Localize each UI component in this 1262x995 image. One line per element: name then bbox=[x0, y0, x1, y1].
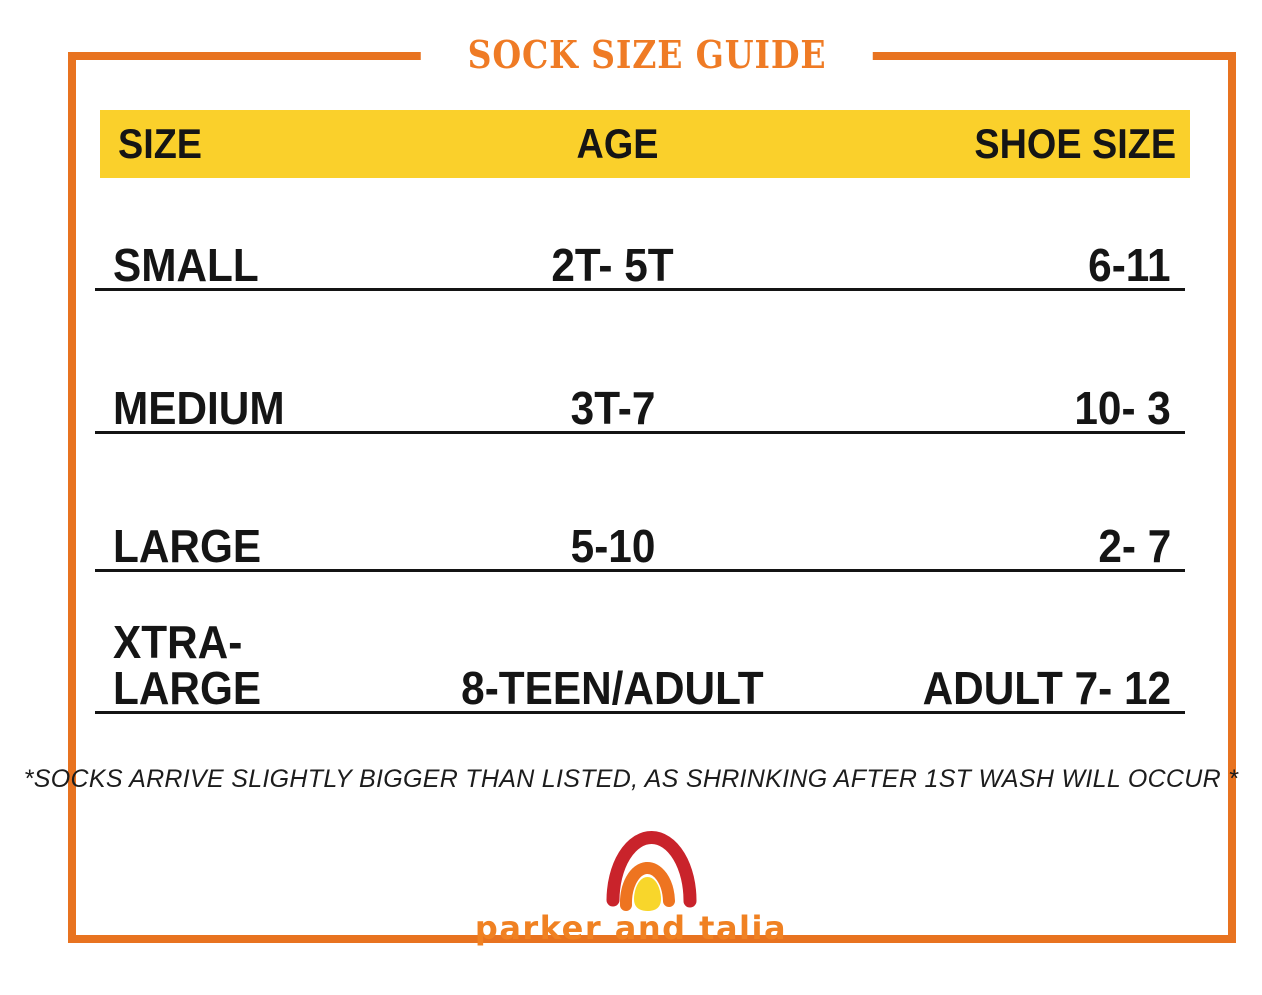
table-header-row: SIZE AGE SHOE SIZE bbox=[100, 110, 1190, 178]
header-cell-age: AGE bbox=[576, 120, 659, 167]
page-title: SOCK SIZE GUIDE bbox=[467, 32, 827, 77]
brand-name: parker and talia bbox=[474, 909, 788, 947]
header-cell-shoe-size: SHOE SIZE bbox=[974, 120, 1176, 167]
outer-border-frame bbox=[68, 52, 1236, 943]
cell-size: XTRA-LARGE bbox=[113, 616, 262, 714]
cell-shoe-size: 6-11 bbox=[1088, 239, 1171, 291]
cell-age: 2T- 5T bbox=[551, 239, 674, 291]
table-row-large: LARGE 5-10 2- 7 bbox=[95, 500, 1185, 572]
cell-age: 5-10 bbox=[570, 520, 656, 572]
cell-age: 3T-7 bbox=[570, 382, 656, 434]
cell-size: SMALL bbox=[113, 239, 259, 291]
rainbow-icon bbox=[606, 831, 697, 911]
cell-shoe-size: ADULT 7- 12 bbox=[922, 662, 1171, 714]
cell-shoe-size: 10- 3 bbox=[1074, 382, 1171, 434]
shrinking-disclaimer: *SOCKS ARRIVE SLIGHTLY BIGGER THAN LISTE… bbox=[23, 765, 1239, 793]
cell-size: LARGE bbox=[113, 520, 262, 572]
table-row-medium: MEDIUM 3T-7 10- 3 bbox=[95, 362, 1185, 434]
cell-size: MEDIUM bbox=[113, 382, 285, 434]
table-row-xtra-large: XTRA-LARGE 8-TEEN/ADULT ADULT 7- 12 bbox=[95, 619, 1185, 714]
cell-age: 8-TEEN/ADULT bbox=[461, 662, 764, 714]
cell-shoe-size: 2- 7 bbox=[1098, 520, 1171, 572]
title-container: SOCK SIZE GUIDE bbox=[420, 32, 874, 78]
table-row-small: SMALL 2T- 5T 6-11 bbox=[95, 219, 1185, 291]
header-cell-size: SIZE bbox=[118, 120, 203, 167]
